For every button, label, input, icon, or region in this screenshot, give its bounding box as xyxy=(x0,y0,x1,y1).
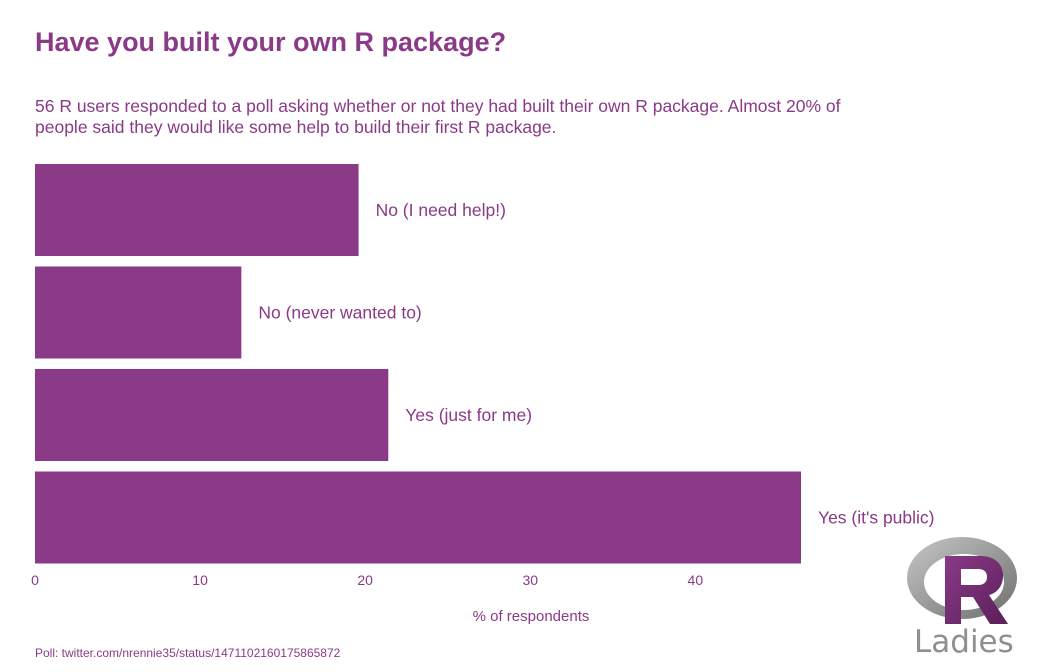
x-axis-ticks: 0 10 20 30 40 xyxy=(31,572,703,588)
bar-yes-just-for-me xyxy=(35,369,389,461)
chart-title: Have you built your own R package? xyxy=(35,27,507,57)
bar-no-never-wanted-to xyxy=(35,266,242,359)
x-axis-label: % of respondents xyxy=(473,608,590,625)
bar-labels-group: No (I need help!) No (never wanted to) Yes… xyxy=(258,200,934,528)
x-tick-label: 0 xyxy=(31,572,39,588)
bars-group xyxy=(35,164,801,564)
chart-subtitle: 56 R users responded to a poll asking wh… xyxy=(35,96,841,137)
bar-label-no-never-wanted-to: No (never wanted to) xyxy=(258,303,421,323)
x-tick-label: 20 xyxy=(357,572,373,588)
source-caption: Poll: twitter.com/nrennie35/status/14711… xyxy=(35,646,341,660)
logo-wordmark: Ladies xyxy=(914,624,1014,660)
bar-label-yes-just-for-me: Yes (just for me) xyxy=(405,405,532,425)
x-tick-label: 40 xyxy=(688,572,704,588)
x-tick-label: 30 xyxy=(522,572,538,588)
bar-no-i-need-help xyxy=(35,164,359,256)
bar-label-yes-it-s-public: Yes (it's public) xyxy=(818,508,935,528)
r-ladies-logo-icon: Ladies xyxy=(907,536,1017,660)
x-tick-label: 10 xyxy=(192,572,208,588)
bar-label-no-i-need-help: No (I need help!) xyxy=(376,200,506,220)
bar-yes-it-s-public xyxy=(35,471,801,564)
